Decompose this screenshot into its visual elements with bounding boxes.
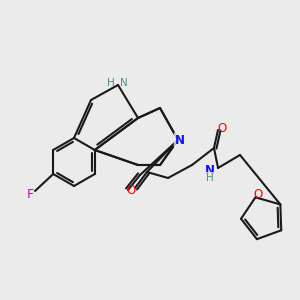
Text: N: N bbox=[205, 164, 215, 176]
Text: O: O bbox=[218, 122, 226, 134]
Text: H: H bbox=[206, 173, 214, 183]
Text: O: O bbox=[126, 184, 136, 197]
Text: N: N bbox=[120, 78, 128, 88]
Text: N: N bbox=[175, 134, 185, 146]
Text: H: H bbox=[107, 78, 115, 88]
Text: O: O bbox=[254, 188, 263, 201]
Text: F: F bbox=[26, 188, 34, 202]
